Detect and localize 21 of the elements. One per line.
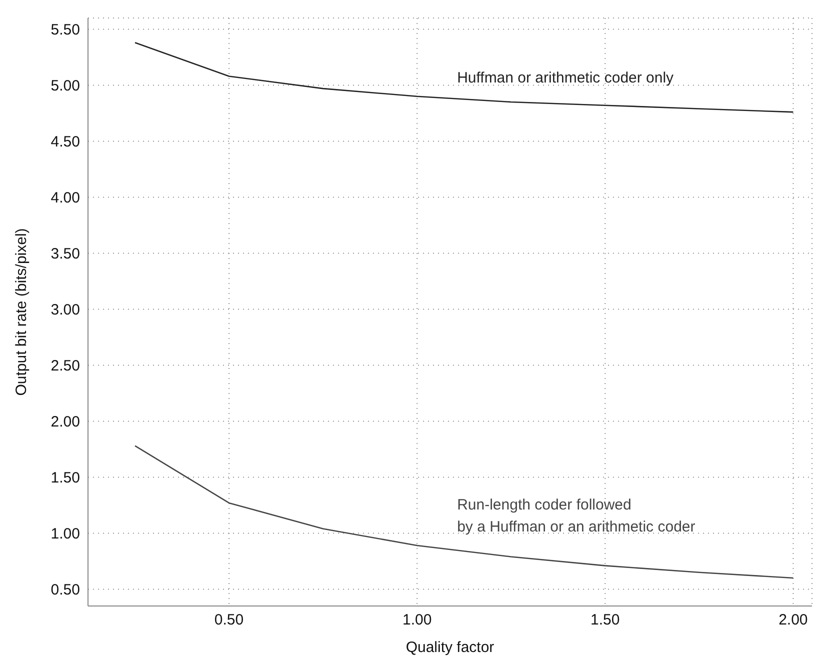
line-series — [134, 42, 794, 113]
y-tick-label: 3.50 — [50, 246, 80, 263]
y-tick-label: 1.00 — [50, 526, 80, 543]
y-tick-label: 0.50 — [50, 582, 80, 599]
y-tick-label: 1.50 — [50, 470, 80, 487]
y-tick-label: 2.00 — [50, 414, 80, 431]
series-label: Run-length coder followed by a Huffman or an arithmetic coder — [457, 496, 696, 536]
x-tick-label: 0.50 — [214, 612, 244, 629]
y-tick-label: 4.00 — [50, 190, 80, 207]
y-tick-label: 2.50 — [50, 358, 80, 375]
x-tick-label: 1.00 — [402, 612, 432, 629]
series-label: Huffman or arithmetic coder only — [457, 69, 674, 86]
y-axis-title: Output bit rate (bits/pixel) — [13, 228, 30, 396]
y-tick-label: 4.50 — [50, 134, 80, 151]
y-tick-label: 5.50 — [50, 22, 80, 39]
x-axis-title: Quality factor — [406, 639, 494, 656]
y-tick-label: 3.00 — [50, 302, 80, 319]
x-tick-label: 1.50 — [590, 612, 620, 629]
x-tick-label: 2.00 — [778, 612, 808, 629]
line-series — [134, 445, 794, 579]
y-tick-label: 5.00 — [50, 78, 80, 95]
